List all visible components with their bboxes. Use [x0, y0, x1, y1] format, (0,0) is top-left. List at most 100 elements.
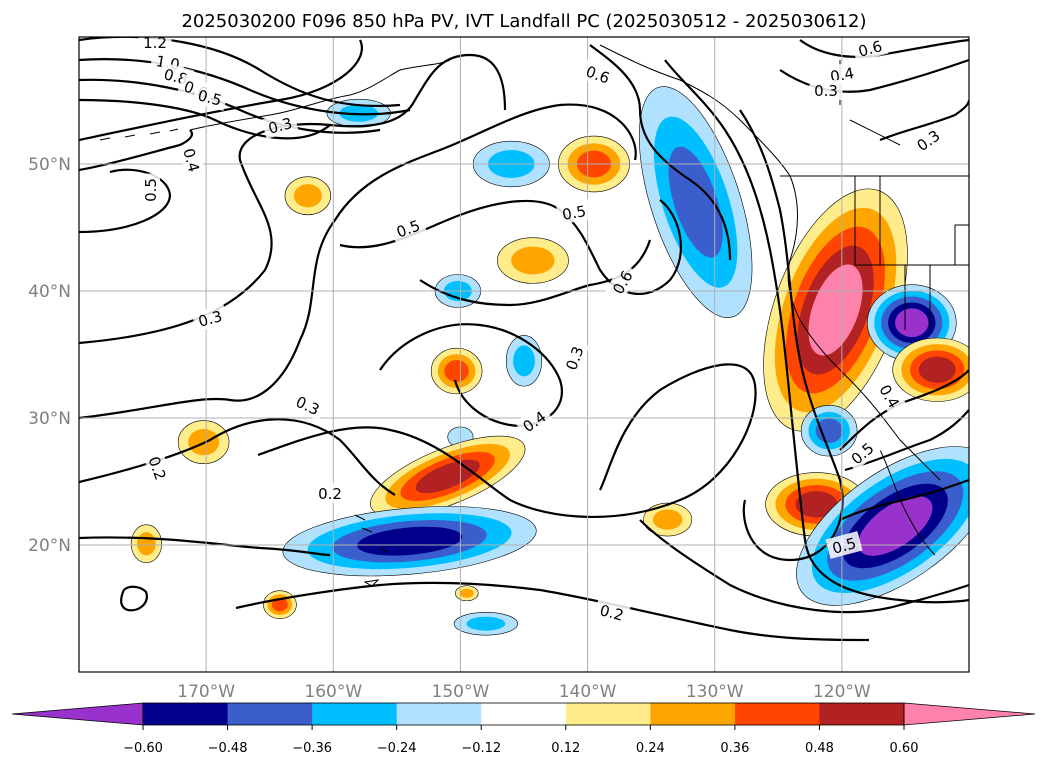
anomaly-level [415, 459, 480, 494]
contour-line [79, 103, 637, 420]
lat-tick-label: 30°N [28, 409, 71, 429]
lon-tick-label: 160°W [304, 682, 362, 702]
contour-line [879, 99, 969, 142]
colorbar-tick-label: 0.12 [551, 741, 580, 756]
coastline-aleutians [99, 128, 179, 141]
anomaly-level [271, 597, 288, 612]
contour-line [739, 109, 844, 562]
contour-line [79, 168, 172, 234]
lon-tick-label: 170°W [177, 682, 235, 702]
colorbar-segment [565, 703, 651, 725]
map-frame [78, 36, 970, 673]
contour-label: 1.2 [143, 34, 167, 52]
colorbar-tick-label: 0.48 [805, 741, 834, 756]
anomaly-level [293, 184, 322, 208]
pv-contours [79, 37, 969, 642]
contour-line [79, 58, 411, 116]
lon-tick-label: 120°W [813, 682, 871, 702]
contour-label: 0.3 [814, 82, 838, 100]
contour-line [779, 58, 969, 93]
anomaly-level [815, 418, 843, 443]
lat-tick-label: 20°N [28, 536, 71, 556]
contour-line [79, 98, 331, 140]
colorbar-tick-label: −0.60 [123, 741, 163, 756]
latitude-tick-labels: 50°N 40°N 30°N 20°N [28, 155, 71, 556]
coastline-alaska [189, 59, 451, 131]
colorbar-tick-label: −0.12 [461, 741, 501, 756]
colorbar-segment [650, 703, 736, 725]
anomaly-mid-neg-b [505, 335, 543, 387]
anomaly-level [808, 264, 863, 356]
anomaly-west-pac-pos-b [130, 524, 162, 564]
anomaly-coast-pos [763, 188, 908, 432]
colorbar-tick-label: −0.48 [208, 741, 248, 756]
anomaly-se-neg [796, 446, 969, 606]
colorbar-extend-max [903, 702, 1036, 726]
anomaly-level [895, 308, 929, 338]
colorbar-segment [481, 703, 567, 725]
contour-line [79, 78, 381, 134]
colorbar-segment [396, 703, 482, 725]
contour-line [844, 409, 969, 472]
anomaly-west-pac-pos-c [263, 590, 297, 619]
map-title: 2025030200 F096 850 hPa PV, IVT Landfall… [181, 11, 866, 32]
contour-line [235, 581, 870, 642]
contour-label: 0.4 [179, 146, 203, 174]
lon-tick-label: 130°W [686, 682, 744, 702]
lat-tick-label: 40°N [28, 282, 71, 302]
colorbar-tick-label: 0.36 [720, 741, 749, 756]
hawaii-islands [354, 514, 389, 587]
anomaly-level [356, 526, 463, 556]
colorbar-segment [734, 703, 820, 725]
colorbar-segment [227, 703, 313, 725]
anomaly-level [137, 532, 156, 556]
anomaly-level [459, 588, 474, 598]
anomaly-level [444, 360, 469, 382]
anomaly-north-pos-a [284, 176, 332, 216]
anomaly-level [652, 509, 683, 530]
longitude-tick-labels: 170°W 160°W 150°W 140°W 130°W 120°W [177, 682, 871, 702]
anomaly-sub-pos [643, 502, 693, 537]
contour-line [79, 536, 331, 557]
colorbar-segment [143, 703, 229, 725]
lon-tick-label: 150°W [432, 682, 490, 702]
anomaly-south-neg [453, 612, 518, 636]
contour-label: 0.3 [266, 114, 294, 138]
anomaly-mid-pos-a [497, 237, 569, 284]
lon-tick-label: 140°W [559, 682, 617, 702]
contour-label: 0.5 [830, 534, 858, 558]
contour-label: 0.5 [196, 86, 224, 110]
coastline-baja [879, 449, 936, 556]
lat-tick-label: 50°N [28, 155, 71, 175]
colorbar-extend-min [11, 702, 144, 726]
contour-line [339, 199, 682, 295]
anomaly-level [858, 496, 933, 556]
contour-line [839, 478, 969, 521]
anomaly-level [795, 491, 838, 518]
contour-line [379, 323, 563, 427]
colorbar-segment [819, 703, 905, 725]
contour-label: 0.2 [318, 485, 342, 503]
anomaly-south-pos [455, 585, 479, 602]
contour-line [589, 44, 732, 261]
anomaly-level [918, 356, 956, 383]
contour-label: 0.5 [561, 202, 588, 224]
contour-label: 0.5 [142, 178, 160, 202]
contour-line [79, 39, 363, 142]
contour-line [839, 369, 969, 451]
colorbar-tick-label: 0.24 [636, 741, 665, 756]
land-outlines [99, 44, 969, 587]
contour-line [257, 363, 757, 518]
coastline-bc-coast [599, 44, 941, 481]
map-area[interactable]: 1.21.00.80.60.50.30.40.50.30.20.30.20.50… [78, 32, 1020, 673]
colorbar-tick-label: −0.36 [292, 741, 332, 756]
colorbar-tick-label: −0.24 [377, 741, 417, 756]
anomaly-level [466, 616, 506, 631]
anomaly-mid-pos-b [430, 347, 483, 395]
contour-line [639, 519, 969, 614]
colorbar-tick-label: 0.60 [890, 741, 919, 756]
anomaly-level [513, 345, 535, 377]
contour-line [120, 585, 148, 612]
anomaly-level [511, 246, 555, 275]
